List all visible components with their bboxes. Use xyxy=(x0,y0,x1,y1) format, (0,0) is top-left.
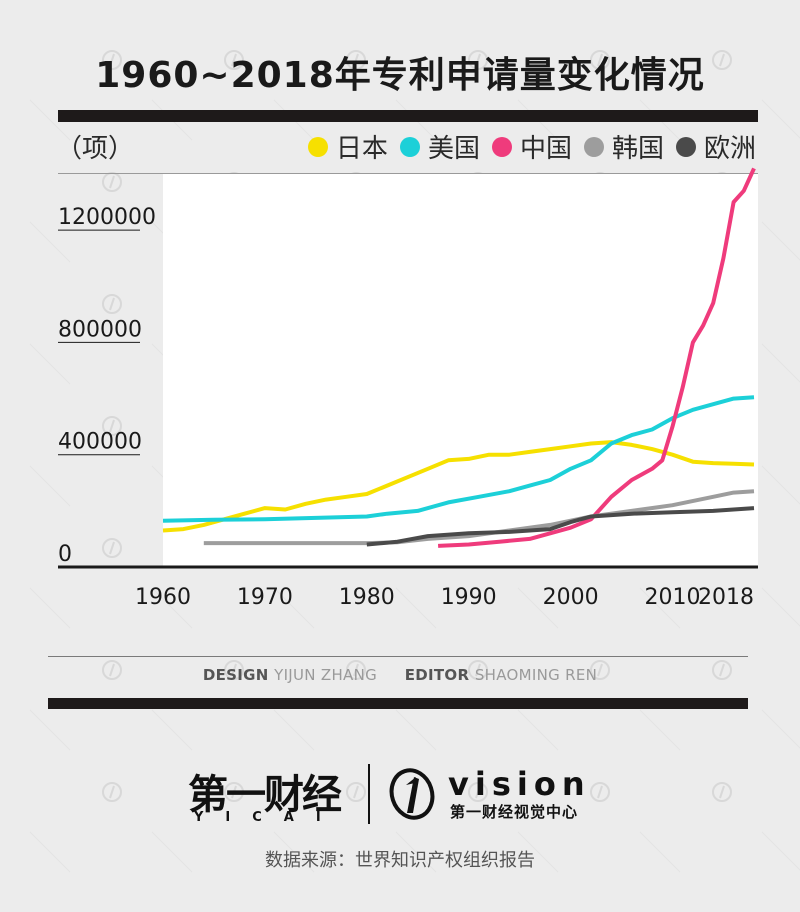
legend-label-korea: 韩国 xyxy=(611,134,664,164)
legend-item-usa: 美国 xyxy=(399,128,480,165)
watermark-mark xyxy=(102,538,193,629)
watermark-mark xyxy=(29,465,71,507)
credits: DESIGN YIJUN ZHANG EDITOR SHAOMING REN xyxy=(0,666,800,684)
watermark-mark xyxy=(102,660,193,751)
series-line-usa xyxy=(162,395,755,523)
yicai-logo-subtitle: YICAI xyxy=(194,810,343,825)
line-chart: 0 400000 800000 1200000 1960 1970 1980 1990 2000… xyxy=(58,167,758,610)
legend: 日本 美国 中国 韩国 欧洲 xyxy=(296,128,756,165)
series-line-japan xyxy=(162,440,755,533)
y-tick-label: 400000 xyxy=(58,430,142,455)
plot-area xyxy=(163,174,758,567)
watermark-mark xyxy=(712,782,800,871)
design-name: YIJUN ZHANG xyxy=(274,666,378,684)
watermark-mark xyxy=(102,782,193,873)
editor-key: EDITOR xyxy=(404,666,470,684)
x-tick-label: 1980 xyxy=(339,585,395,610)
legend-dot-europe xyxy=(675,136,696,157)
watermark-mark xyxy=(29,343,71,385)
yicai-logo: 第一财经 xyxy=(188,772,342,818)
series-line-europe xyxy=(366,506,755,547)
footer-divider xyxy=(48,698,748,709)
legend-dot-usa xyxy=(399,136,420,157)
legend-label-usa: 美国 xyxy=(427,134,480,164)
vision-logo-subtitle: 第一财经视觉中心 xyxy=(450,803,579,821)
watermark-mark xyxy=(712,660,800,749)
legend-item-korea: 韩国 xyxy=(583,128,664,165)
x-tick-label: 2010 xyxy=(644,585,700,610)
watermark-mark xyxy=(224,660,315,751)
legend-label-europe: 欧洲 xyxy=(703,134,756,164)
editor-name: SHAOMING REN xyxy=(474,666,598,684)
watermark-mark xyxy=(712,50,800,139)
watermark-mark xyxy=(29,99,71,141)
design-key: DESIGN xyxy=(202,666,269,684)
series-line-china xyxy=(438,167,756,548)
legend-item-china: 中国 xyxy=(491,128,572,165)
legend-dot-china xyxy=(491,136,512,157)
logo-separator xyxy=(368,764,370,824)
y-tick-label: 1200000 xyxy=(58,205,156,230)
data-source: 数据来源：世界知识产权组织报告 xyxy=(265,850,535,871)
legend-divider xyxy=(58,173,758,174)
y-unit-label: （项） xyxy=(56,134,135,164)
legend-item-europe: 欧洲 xyxy=(675,128,756,165)
legend-label-japan: 日本 xyxy=(335,134,388,164)
y-tick-label: 0 xyxy=(58,542,72,567)
watermark-mark xyxy=(224,782,315,873)
credits-divider xyxy=(48,656,748,657)
watermark-mark xyxy=(590,660,681,751)
x-tick-label: 1990 xyxy=(441,585,497,610)
chart-title: 1960~2018年专利申请量变化情况 xyxy=(95,55,705,96)
watermark-mark xyxy=(29,709,71,751)
watermark-mark xyxy=(29,587,71,629)
watermark-mark xyxy=(590,782,681,873)
watermark-mark xyxy=(590,50,681,141)
watermark-mark xyxy=(468,660,559,751)
legend-label-china: 中国 xyxy=(519,134,572,164)
x-tick-label: 2018 xyxy=(698,585,754,610)
legend-dot-japan xyxy=(307,136,328,157)
watermark-mark xyxy=(29,831,71,873)
watermark-mark xyxy=(346,782,437,873)
x-tick-label: 1970 xyxy=(237,585,293,610)
vision-logo-icon xyxy=(389,768,435,820)
y-tick-label: 800000 xyxy=(58,317,142,342)
watermark-mark xyxy=(468,782,559,873)
x-tick-label: 2000 xyxy=(543,585,599,610)
title-divider xyxy=(58,110,758,122)
watermark-mark xyxy=(29,221,71,263)
x-tick-label: 1960 xyxy=(135,585,191,610)
legend-dot-korea xyxy=(583,136,604,157)
vision-logo-text: vision xyxy=(448,765,591,803)
watermark-mark xyxy=(346,660,437,751)
legend-item-japan: 日本 xyxy=(307,128,388,165)
